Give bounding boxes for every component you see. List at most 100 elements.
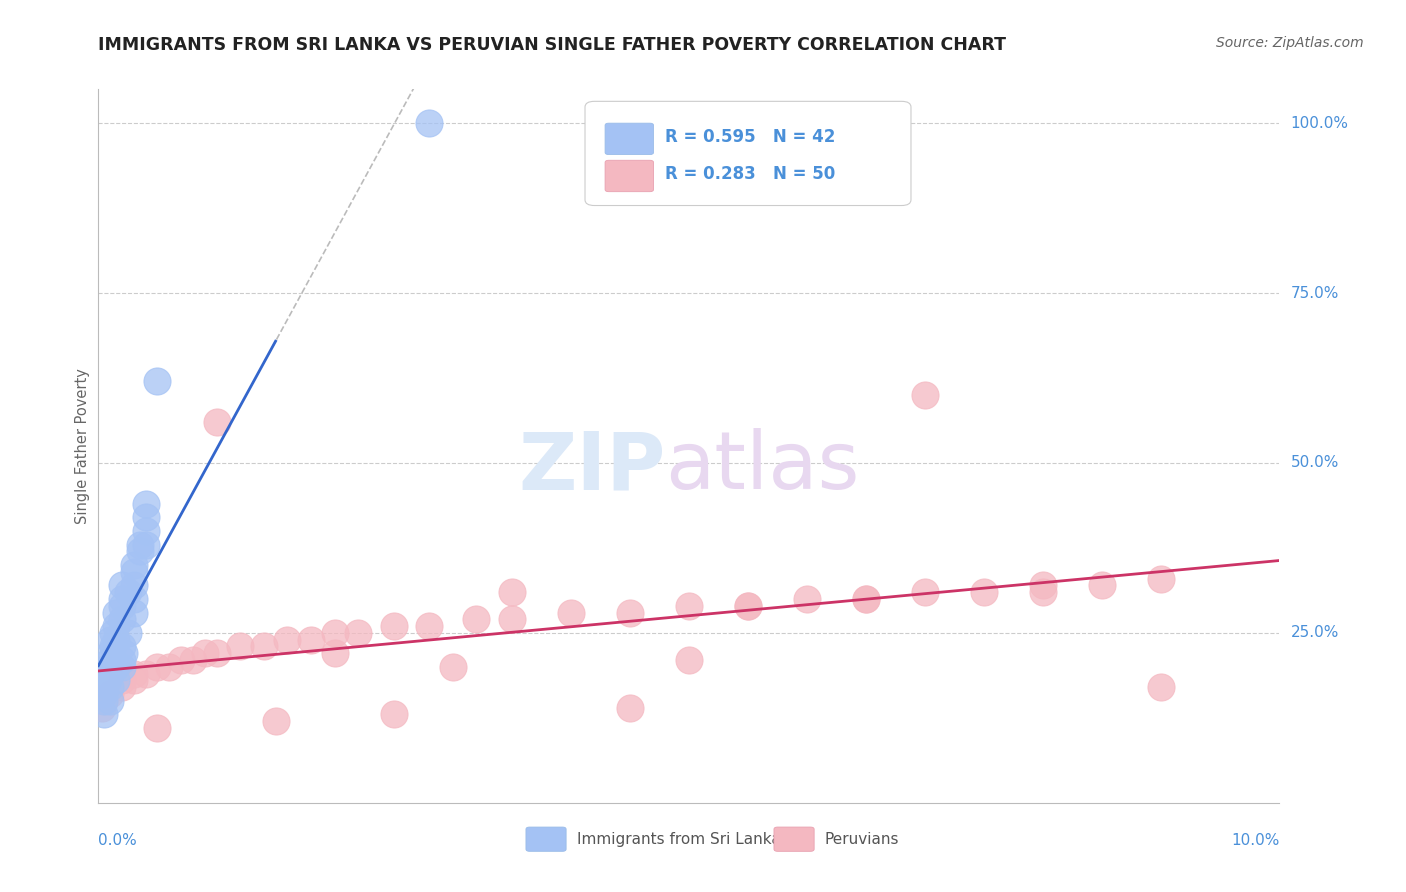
- FancyBboxPatch shape: [585, 102, 911, 205]
- Point: [146, 721, 169, 735]
- Point: [111, 653, 134, 667]
- Point: [194, 646, 217, 660]
- Point: [737, 599, 759, 613]
- Point: [111, 578, 134, 592]
- Point: [93, 694, 115, 708]
- Text: R = 0.283   N = 50: R = 0.283 N = 50: [665, 165, 835, 183]
- Point: [146, 375, 169, 389]
- Point: [205, 415, 228, 429]
- Point: [93, 666, 115, 681]
- Point: [97, 673, 120, 688]
- Point: [98, 687, 121, 701]
- Point: [441, 660, 464, 674]
- Point: [135, 666, 157, 681]
- Point: [146, 660, 169, 674]
- Point: [914, 585, 936, 599]
- Point: [465, 612, 488, 626]
- Point: [299, 632, 322, 647]
- Point: [111, 640, 134, 654]
- Point: [97, 660, 120, 674]
- Point: [91, 700, 114, 714]
- Point: [382, 619, 405, 633]
- Point: [181, 653, 204, 667]
- Point: [105, 660, 128, 674]
- Point: [1150, 680, 1173, 694]
- Point: [264, 714, 287, 729]
- Point: [122, 558, 145, 572]
- Point: [105, 673, 128, 688]
- Point: [98, 632, 121, 647]
- FancyBboxPatch shape: [605, 161, 654, 192]
- Point: [122, 606, 145, 620]
- FancyBboxPatch shape: [526, 827, 567, 851]
- Point: [93, 694, 115, 708]
- Point: [111, 680, 134, 694]
- Point: [93, 707, 115, 722]
- Point: [98, 646, 121, 660]
- Point: [98, 666, 121, 681]
- Point: [229, 640, 252, 654]
- Point: [678, 599, 700, 613]
- FancyBboxPatch shape: [605, 123, 654, 154]
- Text: 100.0%: 100.0%: [1291, 116, 1348, 131]
- Point: [796, 591, 818, 606]
- Point: [135, 537, 157, 551]
- Point: [855, 591, 877, 606]
- Point: [98, 653, 121, 667]
- Text: Immigrants from Sri Lanka: Immigrants from Sri Lanka: [576, 831, 780, 847]
- Text: ZIP: ZIP: [517, 428, 665, 507]
- Point: [122, 666, 145, 681]
- Point: [914, 388, 936, 402]
- Point: [253, 640, 276, 654]
- Text: 50.0%: 50.0%: [1291, 456, 1339, 470]
- Point: [323, 646, 346, 660]
- Point: [98, 680, 121, 694]
- Point: [105, 606, 128, 620]
- Point: [111, 660, 134, 674]
- Point: [98, 694, 121, 708]
- Point: [855, 591, 877, 606]
- Text: R = 0.595   N = 42: R = 0.595 N = 42: [665, 128, 835, 145]
- Text: atlas: atlas: [665, 428, 859, 507]
- Point: [501, 612, 523, 626]
- Point: [101, 640, 124, 654]
- Point: [111, 612, 134, 626]
- Point: [105, 632, 128, 647]
- Point: [98, 680, 121, 694]
- Text: IMMIGRANTS FROM SRI LANKA VS PERUVIAN SINGLE FATHER POVERTY CORRELATION CHART: IMMIGRANTS FROM SRI LANKA VS PERUVIAN SI…: [98, 36, 1007, 54]
- Text: 75.0%: 75.0%: [1291, 285, 1339, 301]
- Point: [135, 510, 157, 524]
- Point: [105, 619, 128, 633]
- Point: [418, 619, 440, 633]
- Point: [382, 707, 405, 722]
- Text: Peruvians: Peruvians: [825, 831, 900, 847]
- Point: [93, 687, 115, 701]
- Point: [135, 497, 157, 511]
- Point: [619, 700, 641, 714]
- Point: [122, 578, 145, 592]
- Point: [560, 606, 582, 620]
- Point: [737, 599, 759, 613]
- Point: [111, 591, 134, 606]
- Point: [122, 591, 145, 606]
- Point: [157, 660, 180, 674]
- Point: [1032, 578, 1054, 592]
- Point: [122, 673, 145, 688]
- Point: [1150, 572, 1173, 586]
- Point: [135, 524, 157, 538]
- Point: [418, 116, 440, 130]
- Point: [128, 537, 150, 551]
- Point: [619, 606, 641, 620]
- Point: [276, 632, 298, 647]
- Point: [122, 565, 145, 579]
- Point: [973, 585, 995, 599]
- Point: [1032, 585, 1054, 599]
- Text: 25.0%: 25.0%: [1291, 625, 1339, 640]
- Point: [128, 544, 150, 558]
- Point: [117, 626, 139, 640]
- Point: [101, 626, 124, 640]
- Point: [347, 626, 370, 640]
- Point: [112, 646, 135, 660]
- FancyBboxPatch shape: [773, 827, 814, 851]
- Point: [111, 673, 134, 688]
